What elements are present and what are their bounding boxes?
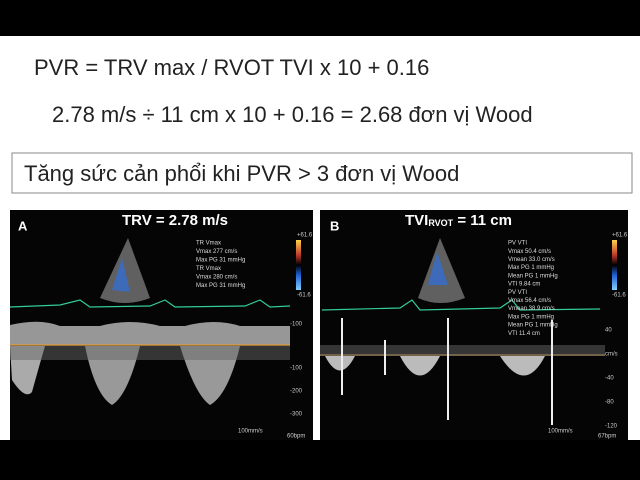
panel-title-part: = 11 cm [453,212,512,229]
measurement: Vmax 280 cm/s [196,275,237,281]
measurement: Max PG 31 mmHg [196,283,245,289]
scale-label: -100 [290,366,303,372]
measurement: Vmax 50.4 cm/s [508,249,551,255]
scale-label: cm/s [605,352,618,358]
scale-label: -100 [290,322,303,328]
scale-label: -300 [290,412,303,418]
scale-label: -61.6 [297,293,311,299]
panel-title: TVIRVOT = 11 cm [405,212,512,229]
measurement: Mean PG 1 mmHg [508,273,558,279]
footer-label: 67bpm [598,434,616,440]
measurement: Vmean 38.9 cm/s [508,306,555,312]
measurement: Vmax 56.4 cm/s [508,298,551,304]
doppler-panel-a [9,210,313,440]
calculation: 2.78 m/s ÷ 11 cm x 10 + 0.16 = 2.68 đơn … [52,102,533,127]
measurement: Max PG 1 mmHg [508,265,554,271]
panel-title: TRV = 2.78 m/s [122,212,228,229]
measurement: PV VTI [508,241,527,247]
scale-label: -120 [605,424,618,430]
panel-label: A [18,218,28,233]
scale-label: +61.6 [297,233,313,239]
footer-label: 60bpm [287,434,305,440]
measurement: Vmean 33.0 cm/s [508,257,555,263]
measurement: Mean PG 1 mmHg [508,323,558,329]
footer-label: 100mm/s [238,429,263,435]
scale-label: -40 [605,376,614,382]
measurement: Max PG 31 mmHg [196,258,245,264]
scale-label: 40 [605,328,612,334]
scale-label: -200 [290,389,303,395]
panel-title-part: RVOT [428,218,453,228]
measurement: Max PG 1 mmHg [508,314,554,320]
panel-title-part: TVI [405,212,428,229]
measurement: TR Vmax [196,241,221,247]
measurement: VTI 9.84 cm [508,282,540,288]
measurement: TR Vmax [196,266,221,272]
measurement: Vmax 277 cm/s [196,249,237,255]
doppler-panel-b [320,210,628,440]
panel-label: B [330,218,339,233]
bottom-bar [0,440,640,480]
callout-text: Tăng sức cản phổi khi PVR > 3 đơn vị Woo… [24,161,459,186]
footer-label: 100mm/s [548,429,573,435]
measurement: VTI 11.4 cm [508,331,540,337]
scale-label: -61.6 [612,293,626,299]
scale-label: -80 [605,400,614,406]
scale-label: +61.6 [612,233,628,239]
measurement: PV VTI [508,290,527,296]
formula: PVR = TRV max / RVOT TVI x 10 + 0.16 [34,55,429,80]
callout-box [11,152,633,194]
